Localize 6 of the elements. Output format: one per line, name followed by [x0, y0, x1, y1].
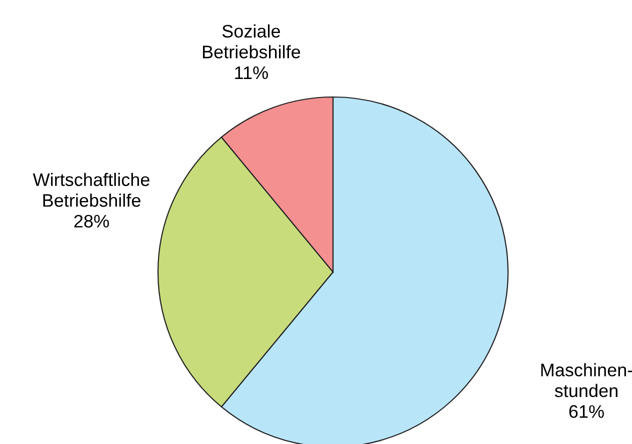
data-label: 28% [74, 214, 109, 228]
slice-label: Maschinen- stunden [541, 363, 632, 398]
slice-label: Soziale Betriebshilfe [203, 24, 300, 58]
slice-label: Wirtschaftliche Betriebshilfe [32, 172, 150, 207]
data-label: 61% [569, 405, 604, 418]
data-label: 11% [235, 66, 268, 80]
